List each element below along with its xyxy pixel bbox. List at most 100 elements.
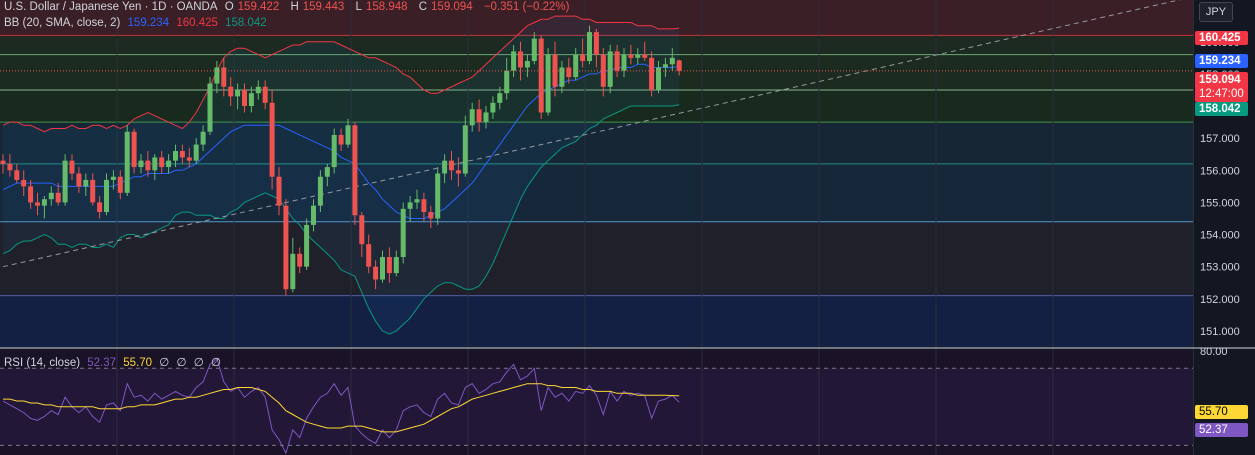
- candle-body: [566, 67, 572, 78]
- candle-body: [669, 57, 675, 65]
- change-value: −0.351 (−0.22%): [483, 1, 570, 13]
- candle-body: [304, 224, 310, 267]
- candle: [55, 183, 61, 206]
- candle-body: [593, 32, 599, 55]
- candle-body: [607, 51, 613, 87]
- candle-body: [200, 131, 206, 145]
- candle: [359, 212, 365, 258]
- candle: [276, 167, 282, 216]
- candle: [242, 83, 247, 113]
- fib-band: [0, 221, 1193, 296]
- candle-body: [400, 208, 406, 258]
- bb-upper-tag: 160.425: [1195, 31, 1248, 45]
- bb-lower-line: [2, 104, 680, 335]
- candle: [449, 151, 454, 180]
- rsi-value-tag: 52.37: [1195, 423, 1248, 437]
- candle-body: [48, 192, 54, 200]
- candle-body: [324, 167, 330, 177]
- candle: [297, 247, 303, 274]
- candle: [642, 41, 648, 62]
- high-value: H 159.443: [290, 1, 345, 13]
- candle-body: [97, 202, 103, 213]
- candle-body: [497, 93, 503, 103]
- bb-basis-tag: 159.234: [1195, 54, 1248, 68]
- candle: [635, 48, 641, 65]
- candle: [311, 199, 316, 232]
- candle-body: [414, 199, 420, 203]
- candle: [345, 118, 351, 148]
- candle: [21, 170, 27, 196]
- candle: [483, 106, 489, 129]
- candle-body: [297, 253, 303, 267]
- candle-body: [573, 54, 579, 78]
- candle: [331, 128, 337, 174]
- candle-body: [642, 54, 648, 58]
- candle: [669, 48, 675, 71]
- candle: [317, 170, 323, 213]
- candle: [69, 154, 75, 180]
- rsi-empty-4: ∅: [210, 357, 221, 369]
- candle-body: [117, 176, 123, 193]
- candle: [400, 202, 406, 264]
- candle-body: [214, 67, 220, 84]
- candle-body: [0, 160, 6, 164]
- symbol-title: U.S. Dollar / Japanese Yen · 1D · OANDA: [4, 1, 218, 13]
- candle-body: [462, 125, 468, 174]
- candle-body: [207, 83, 213, 132]
- candle: [41, 195, 47, 219]
- candle-body: [35, 202, 40, 206]
- currency-button[interactable]: JPY: [1199, 2, 1233, 22]
- candle-body: [173, 151, 178, 161]
- candle: [386, 247, 392, 283]
- candle-body: [248, 93, 254, 107]
- candle-body: [676, 60, 682, 71]
- candle-body: [428, 212, 434, 219]
- candle: [193, 138, 199, 164]
- bb-lower-value: 158.042: [225, 17, 267, 29]
- candle: [676, 59, 682, 76]
- candle-body: [504, 70, 510, 94]
- candle-body: [628, 54, 634, 58]
- candle: [518, 41, 523, 81]
- bb-label: BB (20, SMA, close, 2): [4, 17, 121, 29]
- rsi-legend[interactable]: RSI (14, close) 52.37 55.70 ∅ ∅ ∅ ∅: [4, 355, 225, 369]
- candle-body: [614, 51, 620, 71]
- candle: [159, 151, 165, 174]
- candle: [262, 80, 268, 110]
- bb-basis-value: 159.234: [127, 17, 170, 29]
- candle: [7, 154, 13, 177]
- candle-body: [538, 38, 544, 113]
- candle: [207, 77, 213, 135]
- candle: [14, 163, 20, 184]
- candle: [462, 115, 468, 177]
- candle-body: [193, 144, 199, 161]
- candle: [117, 170, 123, 200]
- rsi-empty-3: ∅: [193, 357, 204, 369]
- candle: [366, 234, 372, 274]
- candle-body: [580, 54, 586, 62]
- candle: [255, 80, 261, 100]
- candle: [290, 237, 296, 293]
- candle: [649, 51, 655, 97]
- price-tick-label: 154.000: [1200, 230, 1240, 242]
- candle-body: [262, 86, 268, 103]
- candle: [352, 122, 358, 225]
- candle-body: [483, 112, 489, 123]
- candle: [283, 199, 289, 296]
- candle-body: [635, 54, 641, 58]
- candle: [200, 125, 206, 152]
- candle: [338, 128, 344, 152]
- candle: [593, 28, 599, 68]
- bb-legend[interactable]: BB (20, SMA, close, 2) 159.234 160.425 1…: [4, 17, 271, 29]
- candle: [90, 173, 96, 206]
- fib-bands: [0, 0, 1193, 446]
- candle: [421, 192, 427, 222]
- candle-body: [373, 266, 379, 280]
- price-tick-label: 151.000: [1200, 326, 1240, 338]
- rsi-ma-value: 55.70: [123, 357, 153, 369]
- candle: [455, 157, 461, 187]
- candle: [497, 86, 503, 110]
- candle: [531, 32, 537, 65]
- candle: [656, 61, 661, 94]
